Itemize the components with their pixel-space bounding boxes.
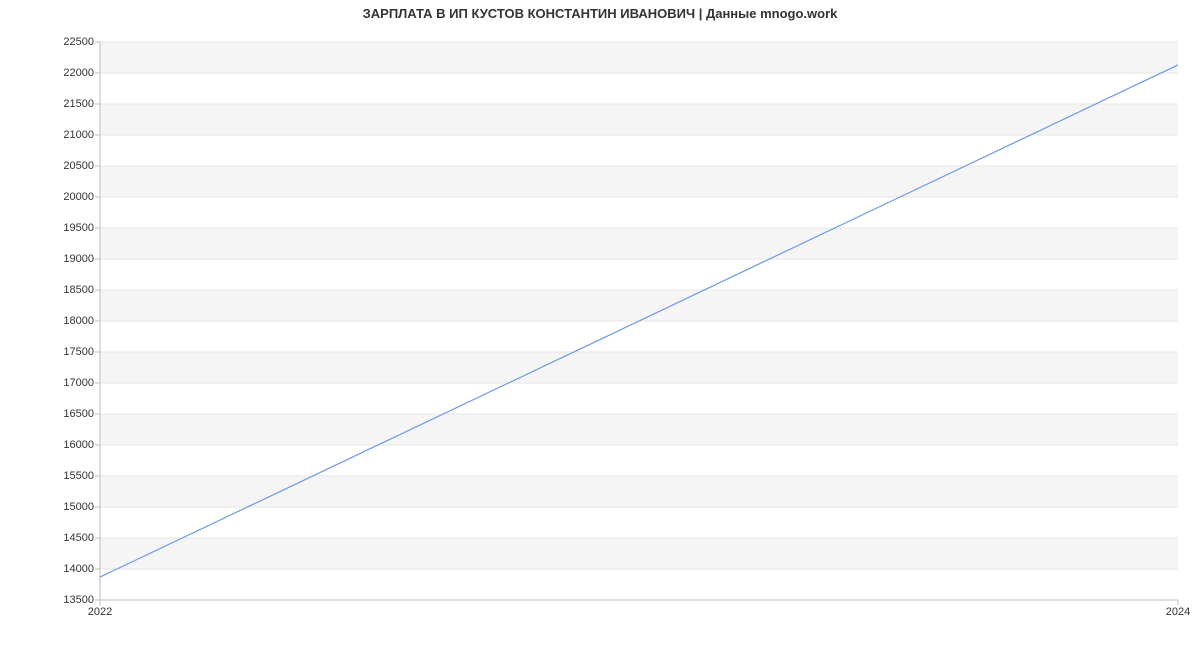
y-tick-label: 15500 [63, 470, 100, 482]
y-tick-label: 20000 [63, 191, 100, 203]
y-tick-label: 22500 [63, 36, 100, 48]
y-tick-label: 14000 [63, 563, 100, 575]
y-tick-label: 15000 [63, 501, 100, 513]
y-tick-label: 19000 [63, 253, 100, 265]
y-tick-label: 16500 [63, 408, 100, 420]
y-tick-label: 18000 [63, 315, 100, 327]
y-tick-label: 20500 [63, 160, 100, 172]
y-tick-label: 16000 [63, 439, 100, 451]
x-tick-label: 2024 [1166, 600, 1190, 618]
chart-title: ЗАРПЛАТА В ИП КУСТОВ КОНСТАНТИН ИВАНОВИЧ… [0, 6, 1200, 21]
y-tick-label: 17500 [63, 346, 100, 358]
x-tick-label: 2022 [88, 600, 112, 618]
y-tick-label: 21000 [63, 129, 100, 141]
y-tick-label: 19500 [63, 222, 100, 234]
y-tick-label: 22000 [63, 67, 100, 79]
y-tick-label: 18500 [63, 284, 100, 296]
plot-area: 1350014000145001500015500160001650017000… [100, 42, 1178, 600]
y-tick-label: 17000 [63, 377, 100, 389]
y-tick-label: 21500 [63, 98, 100, 110]
chart-svg [100, 42, 1178, 600]
salary-line-chart: ЗАРПЛАТА В ИП КУСТОВ КОНСТАНТИН ИВАНОВИЧ… [0, 0, 1200, 650]
y-tick-label: 14500 [63, 532, 100, 544]
